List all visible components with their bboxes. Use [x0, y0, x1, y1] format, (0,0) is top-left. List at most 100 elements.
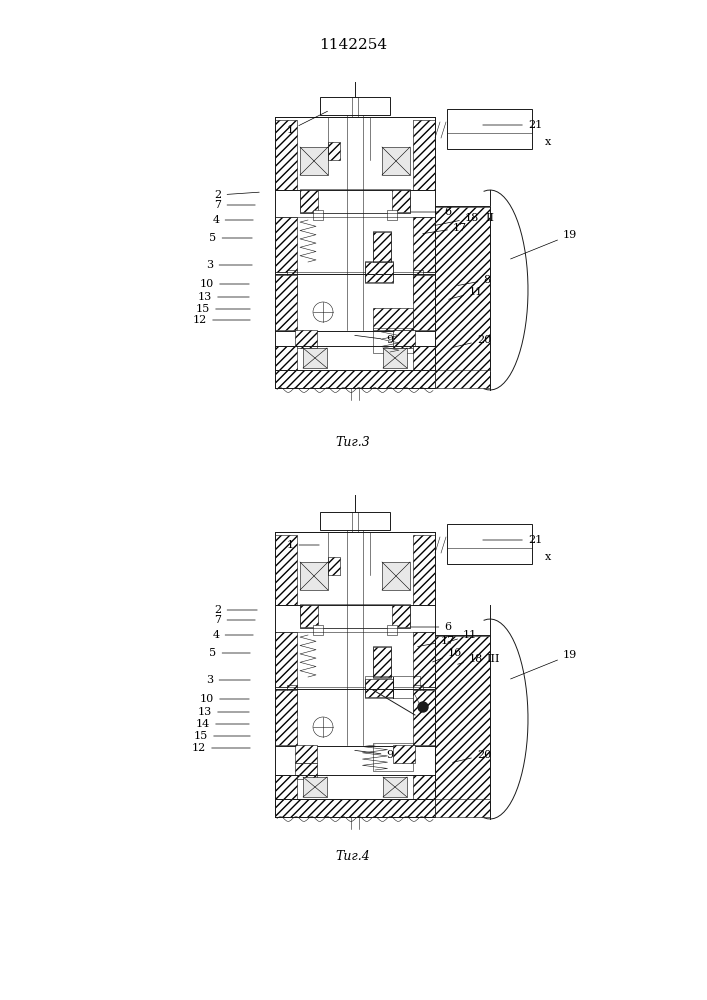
Bar — [383, 777, 407, 797]
Text: II: II — [486, 213, 494, 223]
Text: 5: 5 — [209, 648, 250, 658]
Bar — [365, 676, 420, 698]
Text: x: x — [545, 552, 551, 562]
Bar — [413, 120, 435, 190]
Bar — [413, 685, 423, 715]
Bar — [300, 605, 318, 627]
Text: 12: 12 — [192, 743, 250, 753]
Text: Τиг.3: Τиг.3 — [336, 436, 370, 448]
Bar — [413, 775, 435, 801]
Bar — [275, 799, 435, 817]
Bar — [435, 370, 490, 388]
Bar — [447, 524, 532, 564]
Bar — [275, 689, 435, 746]
Text: 11: 11 — [449, 287, 483, 299]
Text: 15: 15 — [194, 731, 250, 741]
Text: 1: 1 — [286, 540, 320, 550]
Bar — [328, 557, 340, 575]
Bar — [275, 370, 435, 388]
Bar — [435, 636, 490, 801]
Text: Τиг.4: Τиг.4 — [336, 850, 370, 863]
Bar — [275, 775, 297, 801]
Bar — [387, 210, 397, 220]
Bar — [275, 346, 435, 372]
Text: 7: 7 — [214, 615, 255, 625]
Bar — [295, 763, 317, 779]
Bar — [413, 217, 435, 272]
Text: 9: 9 — [355, 750, 394, 760]
Bar — [413, 270, 423, 300]
Bar — [287, 685, 297, 715]
Bar — [373, 328, 413, 353]
Text: 14: 14 — [196, 719, 250, 729]
Text: 9: 9 — [355, 335, 394, 345]
Bar — [435, 207, 490, 372]
Bar — [387, 625, 397, 635]
Bar — [303, 348, 327, 368]
Bar — [435, 635, 490, 802]
Bar — [275, 346, 297, 372]
Text: 2: 2 — [214, 190, 259, 200]
Bar — [320, 512, 390, 530]
Bar — [320, 97, 390, 115]
Bar — [275, 217, 297, 272]
Bar — [413, 275, 435, 330]
Bar — [295, 745, 317, 763]
Text: III: III — [486, 654, 500, 664]
Text: 6: 6 — [411, 622, 452, 632]
Text: 6: 6 — [411, 207, 452, 217]
Text: x: x — [545, 137, 551, 147]
Bar — [435, 206, 490, 373]
Text: 12: 12 — [193, 315, 250, 325]
Bar — [300, 604, 410, 628]
Text: 1142254: 1142254 — [319, 38, 387, 52]
Text: 13: 13 — [198, 707, 250, 717]
Bar — [275, 775, 435, 801]
Bar — [300, 147, 328, 175]
Text: 17: 17 — [423, 223, 467, 234]
Bar — [382, 147, 410, 175]
Text: 20: 20 — [452, 335, 491, 347]
Text: 1: 1 — [286, 111, 327, 135]
Text: 8: 8 — [457, 275, 491, 285]
Bar — [392, 605, 410, 627]
Text: 4: 4 — [212, 215, 253, 225]
Bar — [275, 532, 435, 605]
Text: 3: 3 — [206, 675, 250, 685]
Bar — [275, 535, 297, 605]
Bar — [275, 274, 435, 331]
Bar — [373, 308, 413, 330]
Bar — [413, 346, 435, 372]
Bar — [392, 190, 410, 212]
Text: 10: 10 — [200, 279, 250, 289]
Text: 15: 15 — [196, 304, 250, 314]
Text: 11: 11 — [448, 630, 477, 642]
Bar — [393, 745, 415, 763]
Bar — [300, 562, 328, 590]
Bar — [328, 142, 340, 160]
Text: 18: 18 — [457, 654, 483, 664]
Text: 4: 4 — [212, 630, 253, 640]
Bar — [300, 189, 410, 213]
Text: 21: 21 — [483, 120, 542, 130]
Text: 20: 20 — [452, 750, 491, 762]
Text: 21: 21 — [483, 535, 542, 545]
Bar — [365, 262, 393, 282]
Bar — [313, 210, 323, 220]
Bar — [300, 190, 318, 212]
Bar — [275, 120, 297, 190]
Bar — [383, 348, 407, 368]
Bar — [413, 632, 435, 687]
Bar — [373, 232, 391, 262]
Bar — [275, 217, 435, 272]
Bar — [447, 109, 532, 149]
Circle shape — [418, 702, 428, 712]
Bar — [373, 646, 391, 678]
Bar — [413, 690, 435, 745]
Bar — [393, 330, 415, 348]
Text: 19: 19 — [510, 230, 577, 259]
Text: 17: 17 — [418, 636, 455, 647]
Bar — [365, 261, 393, 283]
Bar — [275, 632, 297, 687]
Text: 3: 3 — [206, 260, 252, 270]
